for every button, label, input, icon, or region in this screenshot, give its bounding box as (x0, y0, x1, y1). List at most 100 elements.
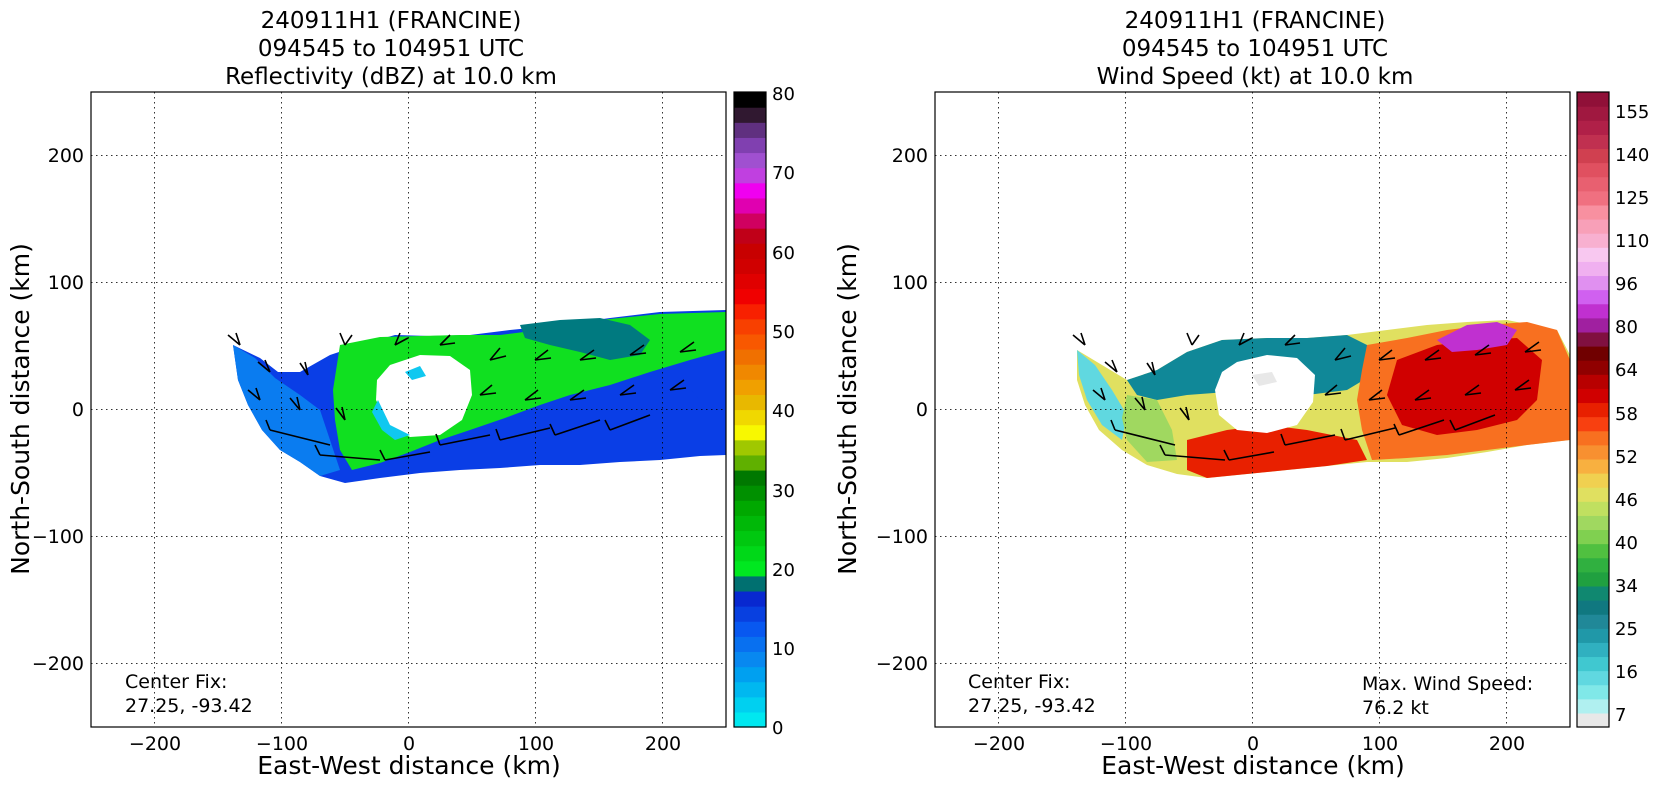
colorbar-bin (1577, 487, 1609, 502)
colorbar-bin (1577, 670, 1609, 686)
colorbar-bin (1577, 331, 1609, 347)
colorbar-bin (734, 560, 766, 577)
colorbar-bin (1577, 374, 1609, 389)
x-tick-labels-left: −200 −100 0 100 200 (129, 733, 681, 755)
colorbar-bin (1577, 458, 1609, 474)
colorbar-bin (1577, 162, 1609, 178)
center-fix-label: Center Fix: (968, 671, 1070, 693)
x-axis-label: East-West distance (km) (257, 751, 561, 780)
colorbar-bin (734, 167, 766, 184)
y-tick-label: −200 (876, 653, 928, 675)
colorbar-tick-label: 58 (1615, 404, 1638, 425)
colorbar-bin (1577, 571, 1609, 587)
colorbar-tick-label: 7 (1615, 705, 1626, 726)
colorbar-bin (1577, 190, 1609, 206)
colorbar-bin (1577, 204, 1609, 220)
x-tick-label: −100 (256, 733, 308, 755)
wind-barbs-right (1072, 332, 1542, 461)
colorbar-bin (1577, 501, 1609, 516)
colorbar-bin (734, 500, 766, 516)
colorbar-bin (1577, 120, 1609, 135)
colorbar-bin (734, 439, 766, 456)
colorbar-bin (734, 333, 766, 350)
y-tick-labels-left: 200 100 0 −100 −200 (32, 145, 84, 675)
colorbar-bin (734, 394, 766, 411)
colorbar-bin (734, 711, 766, 728)
colorbar-bin (734, 590, 766, 607)
wind-speed-panel: 240911H1 (FRANCINE) 094545 to 104951 UTC… (827, 0, 1654, 787)
colorbar-bin (1577, 148, 1609, 164)
colorbar-bin (734, 318, 766, 335)
colorbar-bin (1577, 656, 1609, 672)
colorbar-bin (734, 485, 766, 501)
max-wind-value: 76.2 kt (1362, 697, 1429, 719)
colorbar-bin (734, 243, 766, 259)
colorbar-bin (1577, 346, 1609, 361)
colorbar-tick-label: 34 (1615, 576, 1638, 597)
colorbar-tick-label: 25 (1615, 619, 1638, 640)
wind-speed-chart: 240911H1 (FRANCINE) 094545 to 104951 UTC… (833, 8, 1649, 780)
colorbar-bin (734, 182, 766, 199)
colorbar-bin (734, 258, 766, 275)
colorbar-bin (1577, 628, 1609, 643)
center-fix-annotation: Center Fix: 27.25, -93.42 (125, 671, 253, 717)
plot-frame (934, 91, 1571, 728)
colorbar-bin (1577, 176, 1609, 192)
y-axis-label: North-South distance (km) (833, 243, 862, 575)
y-tick-label: 0 (916, 399, 928, 421)
colorbar-bin (1577, 430, 1609, 446)
colorbar-bin (734, 122, 766, 138)
colorbar-bin (1577, 543, 1609, 559)
reflectivity-chart: 240911H1 (FRANCINE) 094545 to 104951 UTC… (6, 8, 795, 780)
chart-title: 240911H1 (FRANCINE) 094545 to 104951 UTC… (1097, 8, 1414, 90)
colorbar-tick-label: 60 (772, 243, 795, 264)
x-tick-label: 100 (518, 733, 554, 755)
title-line-2: 094545 to 104951 UTC (258, 36, 524, 62)
grid-lines-left (91, 92, 726, 727)
colorbar-bin (1577, 360, 1609, 375)
colorbar-tick-label: 52 (1615, 447, 1638, 468)
x-tick-label: 200 (1489, 733, 1525, 755)
colorbar-bin (1577, 219, 1609, 234)
y-tick-label: 0 (72, 399, 84, 421)
colorbar-bin (1577, 247, 1609, 262)
title-line-2: 094545 to 104951 UTC (1122, 36, 1388, 62)
colorbar-bin (734, 107, 766, 123)
colorbar-frame (733, 91, 767, 728)
colorbar-bin (1577, 233, 1609, 248)
colorbar-tick-label: 110 (1615, 231, 1649, 252)
colorbar-bin (734, 575, 766, 592)
colorbar-bin (1577, 600, 1609, 615)
colorbar-bin (1577, 515, 1609, 531)
center-fix-label: Center Fix: (125, 671, 227, 693)
colorbar-bin (734, 454, 766, 471)
y-tick-label: 200 (892, 145, 928, 167)
y-tick-label: 100 (892, 272, 928, 294)
colorbar-tick-label: 40 (772, 401, 795, 422)
colorbar-tick-labels-left: 0 10 20 30 40 50 60 70 80 (772, 84, 795, 739)
colorbar-bin (734, 515, 766, 532)
colorbar-tick-label: 40 (1615, 533, 1638, 554)
reflectivity-panel: 240911H1 (FRANCINE) 094545 to 104951 UTC… (0, 0, 827, 787)
colorbar-bin (1577, 444, 1609, 460)
colorbar-tick-label: 10 (772, 639, 795, 660)
colorbar-bin (734, 364, 766, 380)
colorbar-tick-label: 30 (772, 481, 795, 502)
y-tick-label: 100 (48, 272, 84, 294)
colorbar-bin (734, 651, 766, 668)
y-tick-label: −100 (32, 526, 84, 548)
y-tick-label: 200 (48, 145, 84, 167)
colorbar-tick-label: 20 (772, 560, 795, 581)
colorbar-bin (734, 621, 766, 637)
colorbar-bin (1577, 642, 1609, 658)
colorbar-bin (734, 545, 766, 562)
colorbar-tick-label: 50 (772, 322, 795, 343)
colorbar-bin (1577, 712, 1609, 728)
center-fix-coords: 27.25, -93.42 (968, 695, 1096, 717)
colorbar-bin (734, 197, 766, 214)
colorbar-bin (734, 228, 766, 244)
colorbar-bin (734, 606, 766, 622)
title-line-1: 240911H1 (FRANCINE) (1125, 8, 1386, 34)
x-tick-label: −200 (973, 733, 1025, 755)
title-line-1: 240911H1 (FRANCINE) (261, 8, 522, 34)
